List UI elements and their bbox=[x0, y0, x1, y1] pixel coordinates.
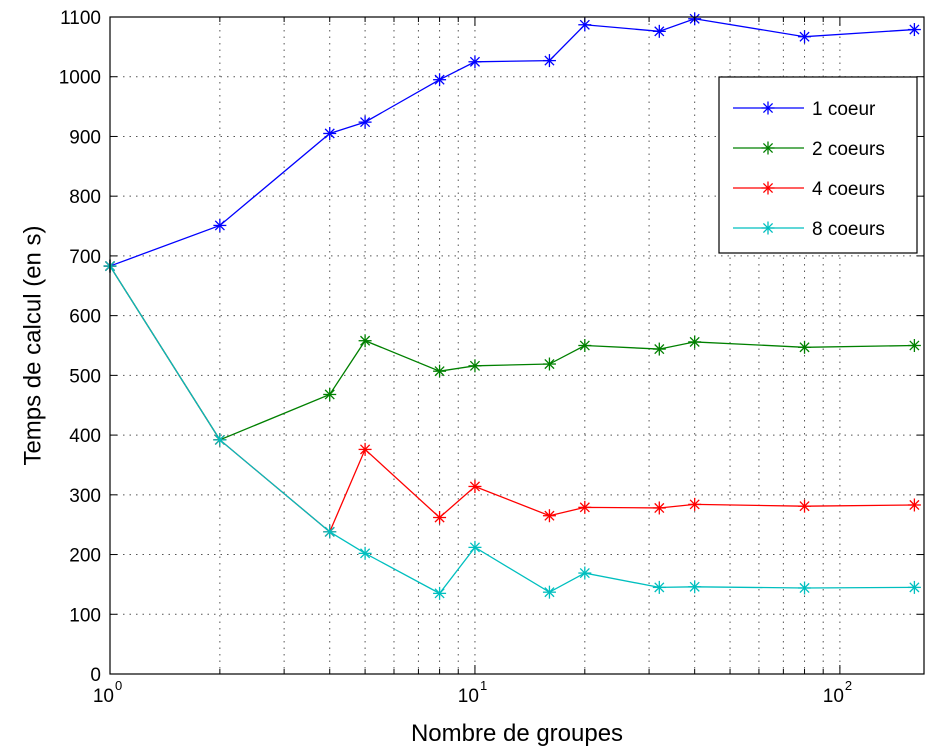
data-point bbox=[578, 18, 592, 32]
series-4 bbox=[103, 259, 921, 600]
data-point bbox=[468, 540, 482, 554]
legend-label: 2 coeurs bbox=[812, 139, 885, 160]
data-point bbox=[323, 387, 337, 401]
data-point bbox=[907, 580, 921, 594]
y-tick-label: 400 bbox=[69, 426, 101, 447]
data-point bbox=[542, 54, 556, 68]
series-1 bbox=[103, 12, 921, 273]
y-tick-label: 600 bbox=[69, 307, 101, 328]
data-point bbox=[542, 357, 556, 371]
legend-marker bbox=[761, 181, 775, 195]
x-tick-label: 101 bbox=[458, 678, 487, 707]
data-point bbox=[578, 500, 592, 514]
data-point bbox=[433, 586, 447, 600]
data-point bbox=[358, 115, 372, 129]
y-tick-label: 200 bbox=[69, 546, 101, 567]
y-tick-label: 800 bbox=[69, 187, 101, 208]
data-point bbox=[433, 73, 447, 87]
legend-item: 4 coeurs bbox=[733, 179, 885, 200]
data-point bbox=[907, 339, 921, 352]
data-point bbox=[468, 359, 482, 373]
y-tick-label: 1100 bbox=[60, 8, 101, 29]
data-point bbox=[542, 509, 556, 523]
data-point bbox=[578, 339, 592, 352]
x-axis-title: Nombre de groupes bbox=[411, 720, 623, 747]
data-point bbox=[468, 55, 482, 69]
series-2 bbox=[103, 259, 921, 447]
legend-item: 8 coeurs bbox=[733, 219, 885, 240]
legend-label: 1 coeur bbox=[812, 99, 876, 120]
y-tick-label: 1000 bbox=[59, 68, 101, 89]
series-line bbox=[109, 265, 915, 441]
data-point bbox=[578, 566, 592, 580]
grid-lines bbox=[110, 17, 924, 674]
legend-marker bbox=[761, 101, 775, 115]
data-point bbox=[652, 24, 666, 38]
data-point bbox=[213, 218, 227, 232]
y-tick-label: 900 bbox=[69, 127, 101, 148]
x-tick-base: 10 bbox=[458, 686, 479, 707]
legend-item: 2 coeurs bbox=[733, 139, 885, 160]
x-tick-label: 100 bbox=[93, 678, 122, 707]
data-point bbox=[358, 546, 372, 560]
x-tick-label: 102 bbox=[823, 678, 852, 707]
data-point bbox=[468, 479, 482, 493]
y-axis-title: Temps de calcul (en s) bbox=[19, 225, 46, 465]
series-line bbox=[109, 18, 915, 267]
y-tick-label: 300 bbox=[69, 486, 101, 507]
series-lines bbox=[103, 12, 921, 600]
legend-label: 4 coeurs bbox=[812, 179, 885, 200]
data-point bbox=[358, 334, 372, 348]
legend-label: 8 coeurs bbox=[812, 219, 885, 240]
data-point bbox=[652, 342, 666, 356]
legend: 1 coeur 2 coeurs 4 coeurs 8 coeurs bbox=[718, 76, 918, 254]
legend-box bbox=[718, 76, 918, 254]
y-tick-label: 100 bbox=[69, 605, 101, 626]
data-point bbox=[907, 498, 921, 512]
x-tick-base: 10 bbox=[93, 686, 114, 707]
legend-item: 1 coeur bbox=[733, 99, 876, 120]
data-point bbox=[798, 340, 812, 354]
series-line bbox=[109, 265, 915, 533]
data-point bbox=[652, 580, 666, 594]
series-line bbox=[109, 265, 915, 595]
y-tick-label: 500 bbox=[69, 366, 101, 387]
data-point bbox=[213, 433, 227, 447]
plot-frame bbox=[109, 16, 925, 675]
data-point bbox=[688, 497, 702, 511]
y-tick-label: 0 bbox=[90, 665, 101, 686]
data-point bbox=[907, 23, 921, 37]
data-point bbox=[652, 501, 666, 515]
legend-marker bbox=[761, 141, 775, 155]
data-point bbox=[798, 30, 812, 44]
data-point bbox=[433, 511, 447, 525]
y-tick-label: 700 bbox=[69, 247, 101, 268]
data-point bbox=[433, 364, 447, 378]
series-3 bbox=[103, 259, 921, 539]
x-tick-exponent: 1 bbox=[480, 678, 487, 693]
data-point bbox=[542, 585, 556, 599]
data-point bbox=[358, 442, 372, 456]
x-tick-exponent: 2 bbox=[845, 678, 852, 693]
legend-marker bbox=[761, 221, 775, 235]
data-point bbox=[688, 580, 702, 594]
data-point bbox=[323, 525, 337, 539]
axes: 0100200300400500600700800900100011001001… bbox=[59, 8, 925, 707]
x-tick-exponent: 0 bbox=[115, 678, 122, 693]
x-tick-base: 10 bbox=[823, 686, 844, 707]
data-point bbox=[798, 581, 812, 595]
data-point bbox=[798, 499, 812, 513]
data-point bbox=[688, 335, 702, 349]
data-point bbox=[323, 126, 337, 140]
